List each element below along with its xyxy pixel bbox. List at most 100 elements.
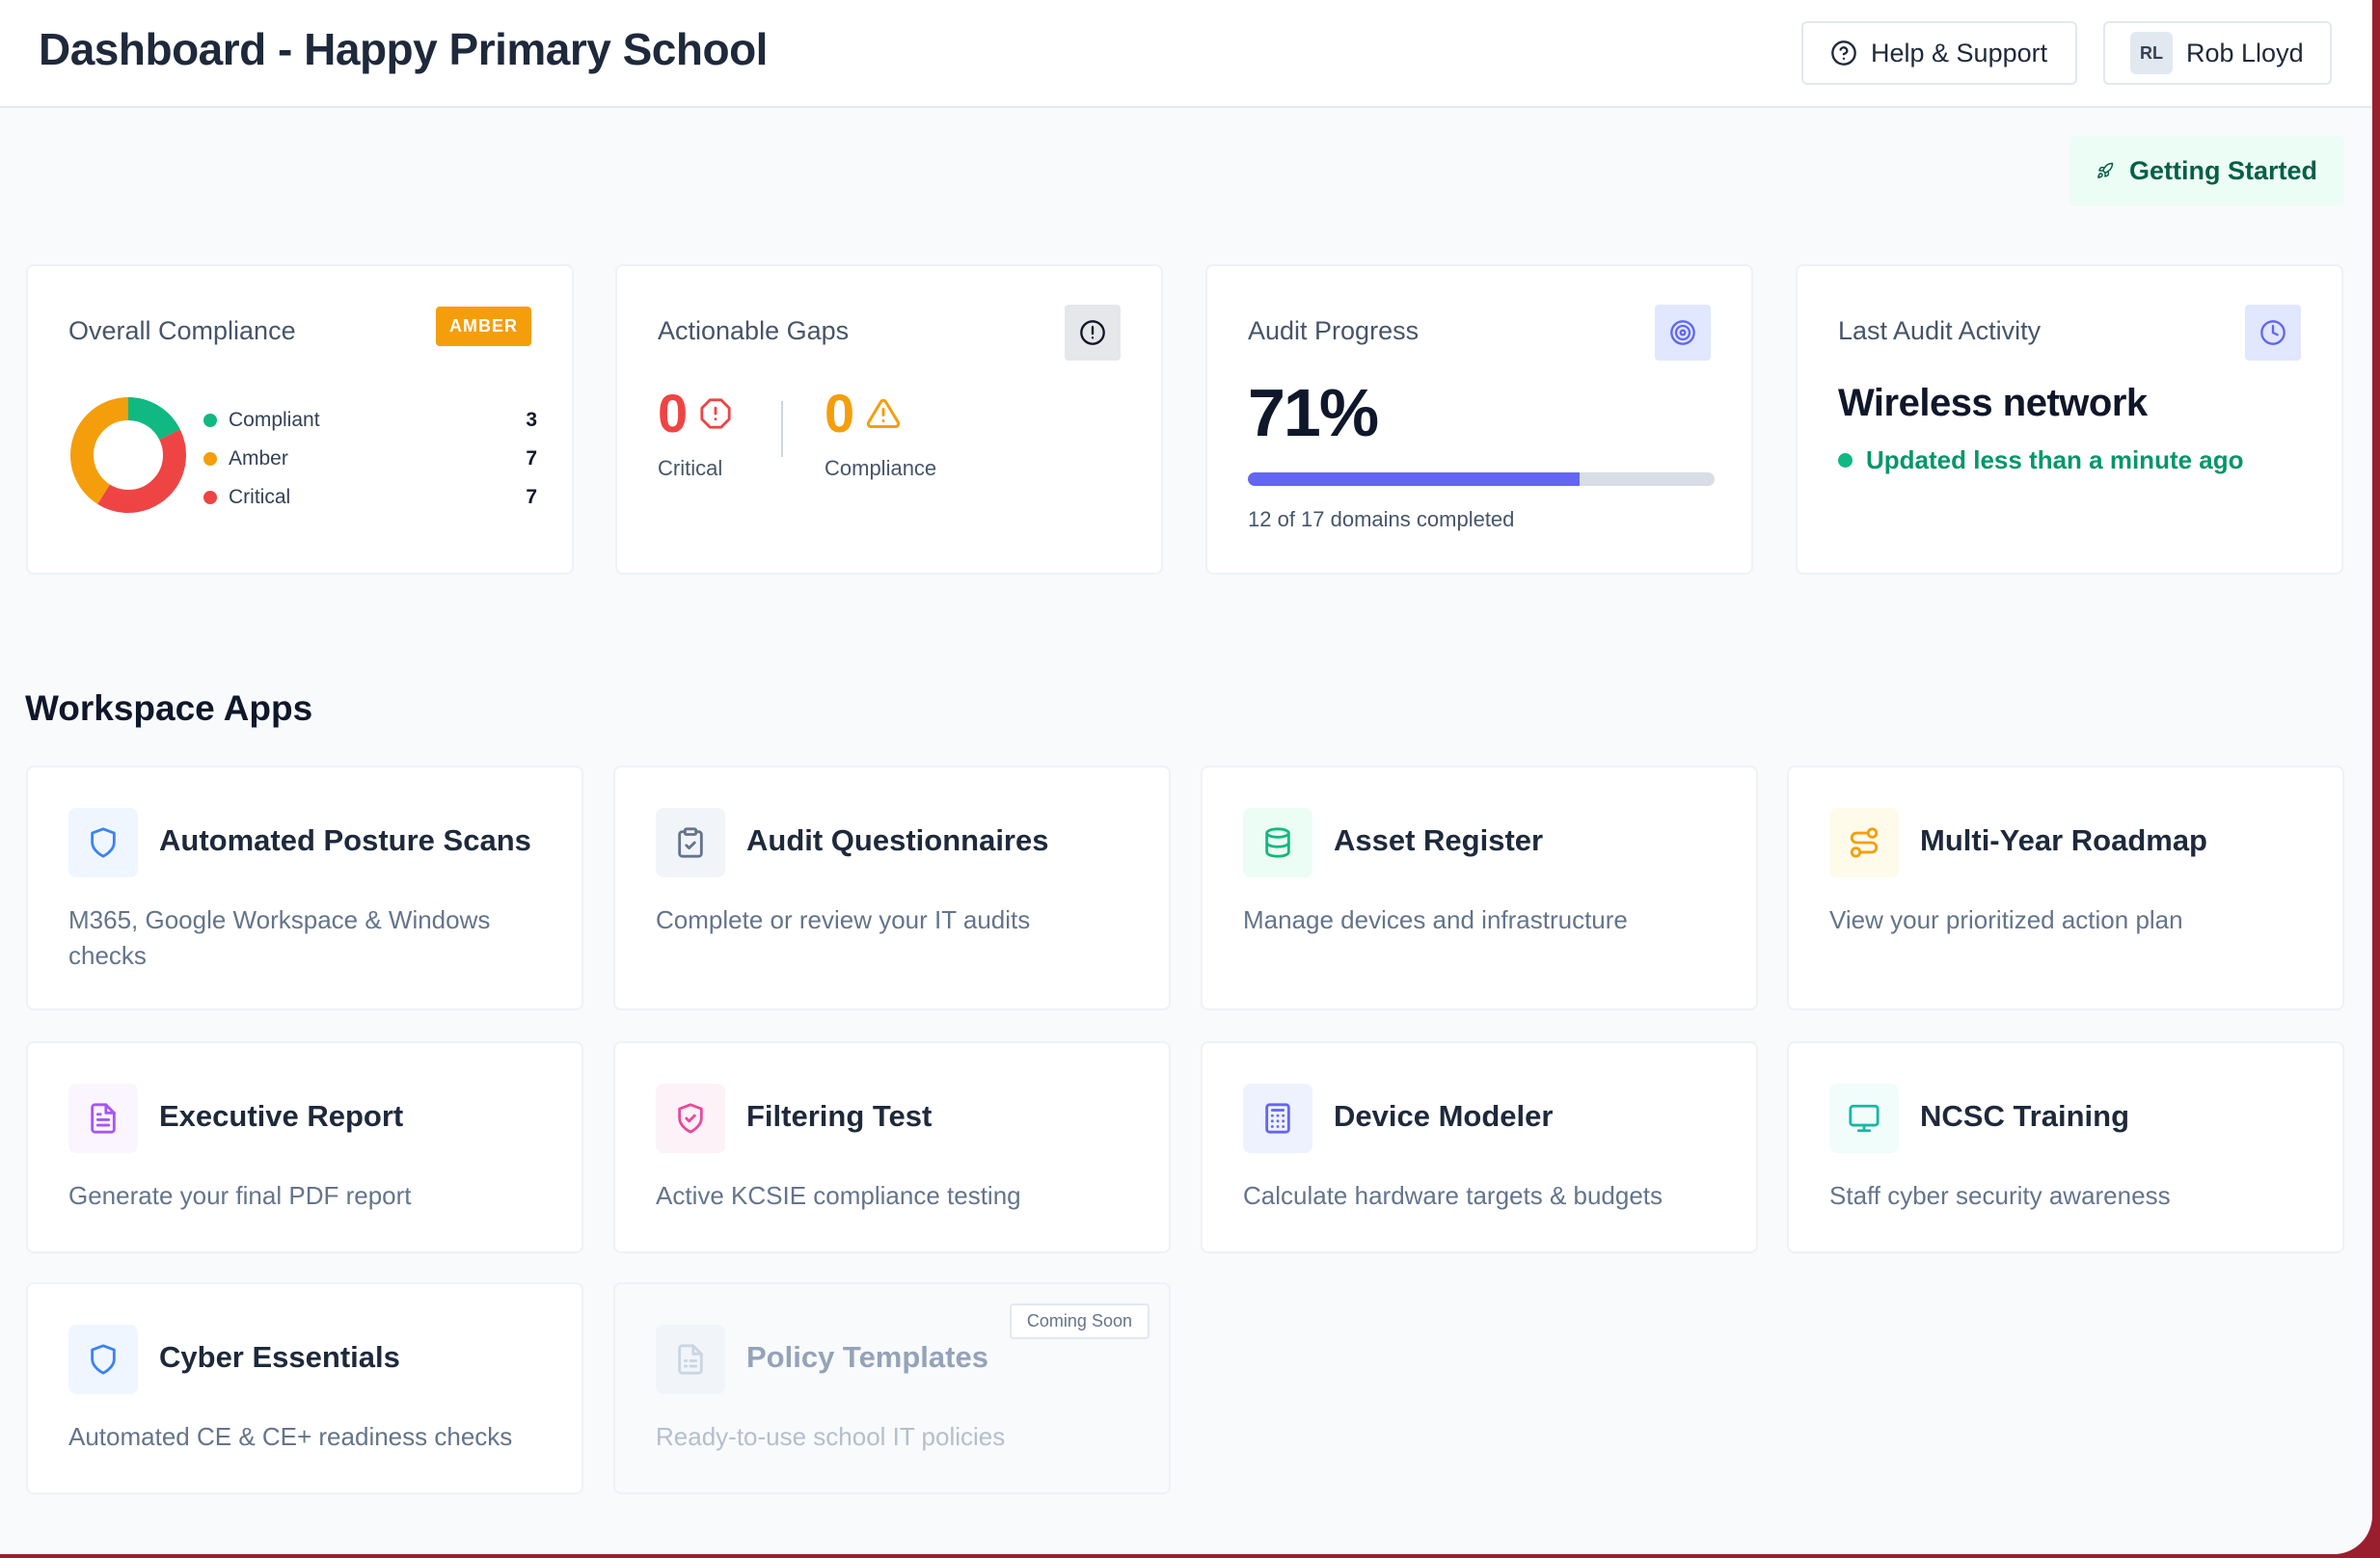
app-card-filtering-test[interactable]: Filtering Test Active KCSIE compliance t…: [613, 1041, 1171, 1253]
top-header: Dashboard - Happy Primary School Help & …: [0, 0, 2372, 108]
shield-check-icon: [678, 1103, 703, 1134]
app-card-policy-templates: Coming Soon Policy Templates Ready-to-us…: [613, 1282, 1171, 1494]
app-title: Automated Posture Scans: [159, 823, 531, 857]
app-card-ncsc-training[interactable]: NCSC Training Staff cyber security aware…: [1787, 1041, 2344, 1253]
last-audit-activity-label: Last Audit Activity: [1838, 316, 2042, 345]
app-title: NCSC Training: [1920, 1099, 2130, 1133]
app-icon-box: [656, 1084, 725, 1153]
legend-label: Critical: [229, 486, 291, 508]
rocket-icon: [2097, 162, 2114, 178]
user-menu-button[interactable]: RL Rob Lloyd: [2103, 21, 2332, 85]
app-icon-box: [1243, 808, 1312, 877]
last-activity-status-text: Updated less than a minute ago: [1866, 445, 2244, 474]
app-icon-box: [1243, 1084, 1312, 1153]
help-support-button[interactable]: Help & Support: [1801, 21, 2077, 85]
audit-progress-card[interactable]: Audit Progress 71% 12 of 17 domains comp…: [1205, 264, 1753, 575]
app-description: Calculate hardware targets & budgets: [1243, 1181, 1663, 1210]
warning-triangle-icon: [866, 398, 901, 428]
app-description: Staff cyber security awareness: [1829, 1181, 2171, 1210]
app-description: View your prioritized action plan: [1829, 905, 2183, 934]
legend-label: Compliant: [229, 409, 320, 431]
coming-soon-badge: Coming Soon: [1009, 1303, 1149, 1339]
last-activity-title: Wireless network: [1838, 382, 2148, 424]
status-dot: [1838, 453, 1853, 468]
file-text-icon: [91, 1103, 116, 1134]
user-name: Rob Lloyd: [2186, 38, 2304, 67]
app-card-automated-posture-scans[interactable]: Automated Posture Scans M365, Google Wor…: [26, 766, 583, 1010]
target-icon-box: [1655, 305, 1711, 361]
app-title: Policy Templates: [746, 1340, 988, 1374]
compliance-gap-count: 0: [825, 383, 855, 443]
calculator-icon: [1265, 1103, 1290, 1134]
app-card-executive-report[interactable]: Executive Report Generate your final PDF…: [26, 1041, 583, 1253]
app-icon-box: [68, 808, 138, 877]
overall-compliance-label: Overall Compliance: [68, 316, 296, 345]
database-icon: [1265, 827, 1290, 858]
last-activity-status: Updated less than a minute ago: [1838, 445, 2244, 475]
audit-progress-label: Audit Progress: [1248, 316, 1420, 345]
legend-dot: [203, 452, 217, 466]
legend-dot: [203, 414, 217, 427]
donut-segment-critical: [70, 397, 186, 513]
app-description: M365, Google Workspace & Windows checks: [68, 905, 491, 970]
getting-started-button[interactable]: Getting Started: [2069, 136, 2344, 205]
legend-label: Amber: [229, 447, 288, 470]
legend-item-compliant: Compliant 3: [203, 401, 537, 440]
app-icon-box: [656, 808, 725, 877]
workspace-apps-title: Workspace Apps: [25, 688, 313, 728]
app-icon-box: [1829, 808, 1899, 877]
app-description: Complete or review your IT audits: [656, 905, 1031, 934]
compliance-donut-chart: [70, 397, 186, 513]
gap-divider: [781, 401, 783, 457]
app-card-device-modeler[interactable]: Device Modeler Calculate hardware target…: [1201, 1041, 1758, 1253]
alert-icon-box: [1065, 305, 1121, 361]
alert-circle-icon: [1080, 320, 1105, 345]
file-list-icon: [678, 1344, 703, 1375]
legend-value: 7: [526, 486, 537, 508]
legend-item-amber: Amber 7: [203, 440, 537, 478]
clock-icon: [2260, 320, 2285, 345]
app-description: Ready-to-use school IT policies: [656, 1422, 1006, 1451]
shield-icon: [91, 827, 116, 858]
app-card-cyber-essentials[interactable]: Cyber Essentials Automated CE & CE+ read…: [26, 1282, 583, 1494]
route-icon: [1850, 827, 1879, 858]
getting-started-label: Getting Started: [2128, 155, 2317, 185]
critical-gap-count: 0: [658, 383, 689, 443]
app-title: Asset Register: [1334, 823, 1544, 857]
app-card-audit-questionnaires[interactable]: Audit Questionnaires Complete or review …: [613, 766, 1171, 1010]
overall-compliance-card[interactable]: Overall Compliance AMBER Compliant 3 Amb…: [26, 264, 574, 575]
audit-progress-fill: [1248, 472, 1580, 486]
app-title: Audit Questionnaires: [746, 823, 1049, 857]
legend-item-critical: Critical 7: [203, 478, 537, 517]
legend-value: 3: [526, 409, 537, 431]
app-title: Cyber Essentials: [159, 1340, 400, 1374]
app-title: Executive Report: [159, 1099, 404, 1133]
app-card-multi-year-roadmap[interactable]: Multi-Year Roadmap View your prioritized…: [1787, 766, 2344, 1010]
compliance-gaps: 0 Compliance: [825, 382, 936, 481]
app-icon-box: [68, 1084, 138, 1153]
audit-progress-detail: 12 of 17 domains completed: [1248, 507, 1515, 531]
last-audit-activity-card[interactable]: Last Audit Activity Wireless network Upd…: [1796, 264, 2343, 575]
app-description: Active KCSIE compliance testing: [656, 1181, 1021, 1210]
shield-icon: [91, 1344, 116, 1375]
critical-gap-label: Critical: [658, 456, 723, 480]
status-badge: AMBER: [436, 307, 531, 346]
compliance-gap-label: Compliance: [825, 456, 937, 480]
target-icon: [1670, 320, 1695, 345]
help-circle-icon: [1831, 40, 1856, 66]
actionable-gaps-card[interactable]: Actionable Gaps 0 Critical 0 Comp: [615, 264, 1163, 575]
actionable-gaps-label: Actionable Gaps: [658, 316, 850, 345]
donut-segment-amber: [70, 397, 186, 513]
app-title: Multi-Year Roadmap: [1920, 823, 2207, 857]
app-description: Manage devices and infrastructure: [1243, 905, 1628, 934]
monitor-icon: [1849, 1104, 1880, 1133]
audit-progress-bar: [1248, 472, 1715, 486]
legend-dot: [203, 491, 217, 504]
app-description: Generate your final PDF report: [68, 1181, 412, 1210]
app-description: Automated CE & CE+ readiness checks: [68, 1422, 513, 1451]
app-card-asset-register[interactable]: Asset Register Manage devices and infras…: [1201, 766, 1758, 1010]
clipboard-check-icon: [678, 827, 703, 858]
app-icon-box: [1829, 1084, 1899, 1153]
critical-gaps: 0 Critical: [658, 382, 732, 481]
